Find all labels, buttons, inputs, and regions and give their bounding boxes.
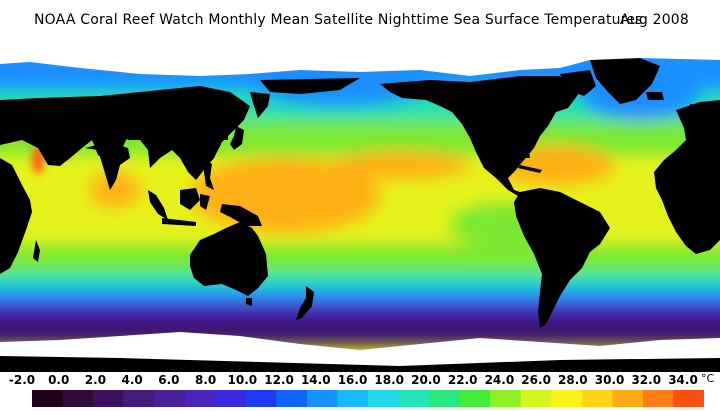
scale-tick-label: 10.0 <box>227 373 258 387</box>
land-east-africa <box>0 158 32 274</box>
land-sulawesi <box>200 194 210 210</box>
land-europe-africa-east <box>654 100 720 254</box>
scale-swatch <box>459 390 491 407</box>
scale-swatch <box>245 390 277 407</box>
scale-swatch <box>520 390 552 407</box>
land-korea <box>222 126 228 140</box>
scale-swatch <box>62 390 94 407</box>
scale-swatch <box>368 390 399 407</box>
land-florida <box>522 144 530 158</box>
scale-tick-label: 8.0 <box>194 373 217 387</box>
scale-swatch <box>551 390 583 407</box>
scale-unit-label: °C <box>701 372 715 385</box>
land-iceland <box>646 92 664 100</box>
scale-tick-label: 6.0 <box>158 373 180 387</box>
scale-swatch <box>642 390 674 407</box>
land-philippines <box>204 160 214 190</box>
scale-swatch <box>581 390 613 407</box>
antarctica-land <box>0 356 720 372</box>
scale-tick-label: 20.0 <box>411 373 441 387</box>
land-new-zealand <box>296 286 314 320</box>
scale-swatch <box>276 390 308 407</box>
scale-tick-label: 18.0 <box>374 373 405 387</box>
indian-ocean-warm <box>90 172 140 208</box>
land-siberia-east <box>260 78 360 94</box>
land-central-america <box>476 152 520 196</box>
scale-tick-label: 14.0 <box>300 373 331 387</box>
scale-tick-label: 34.0 <box>668 373 698 387</box>
land-new-guinea <box>220 204 262 226</box>
land-cuba <box>518 165 542 173</box>
land-borneo <box>180 188 200 210</box>
sst-world-map <box>0 40 720 372</box>
scale-tick-label: -2.0 <box>8 373 36 387</box>
land-sumatra <box>148 190 168 220</box>
land-south-america <box>514 188 610 328</box>
land-japan <box>230 126 244 150</box>
north-pacific-warm-region <box>330 151 470 179</box>
title-text: NOAA Coral Reef Watch Monthly Mean Satel… <box>34 12 643 28</box>
arctic-ice <box>0 40 720 76</box>
temperature-color-scale <box>32 390 704 407</box>
scale-swatch <box>123 390 155 407</box>
scale-swatch <box>215 390 247 407</box>
ice-layer <box>0 40 720 372</box>
scale-tick-label: 24.0 <box>484 373 515 387</box>
scale-tick-label: 32.0 <box>631 373 662 387</box>
land-india <box>85 142 130 190</box>
scale-tick-label: 28.0 <box>558 373 588 387</box>
land-greenland <box>590 58 660 104</box>
scale-swatch <box>32 390 63 407</box>
scale-swatch <box>429 390 460 407</box>
scale-tick-label: 0.0 <box>48 373 70 387</box>
land-layer <box>0 58 720 328</box>
land-tasmania <box>246 298 252 306</box>
scale-tick-label: 12.0 <box>264 373 294 387</box>
scale-swatch <box>490 390 522 407</box>
scale-swatch <box>93 390 124 407</box>
scale-swatch <box>398 390 430 407</box>
land-kamchatka <box>250 92 270 118</box>
map-title: NOAA Coral Reef Watch Monthly Mean Satel… <box>0 12 720 32</box>
land-java <box>162 218 196 226</box>
scale-tick-label: 2.0 <box>84 373 107 387</box>
scale-tick-label: 16.0 <box>337 373 368 387</box>
scale-tick-labels: -2.0 0.0 2.0 4.0 6.0 8.0 10.0 12.0 14.0 16.0 18.0 2… <box>0 373 720 389</box>
scale-tick-label: 4.0 <box>121 373 143 387</box>
land-uk <box>690 104 698 120</box>
land-asia <box>100 86 250 180</box>
land-madagascar <box>33 240 40 262</box>
scale-swatch <box>612 390 644 407</box>
land-baffin <box>560 70 596 96</box>
date-label: Aug 2008 <box>620 12 690 28</box>
scale-tick-label: 26.0 <box>521 373 551 387</box>
scale-swatch <box>673 390 704 407</box>
south-cold-band <box>0 302 720 318</box>
scale-swatch <box>306 390 338 407</box>
scale-swatch <box>337 390 369 407</box>
scale-swatch <box>154 390 186 407</box>
scale-tick-label: 22.0 <box>447 373 478 387</box>
land-australia <box>190 222 268 296</box>
scale-swatch <box>184 390 216 407</box>
scale-tick-label: 30.0 <box>594 373 625 387</box>
land-north-america <box>380 76 580 178</box>
